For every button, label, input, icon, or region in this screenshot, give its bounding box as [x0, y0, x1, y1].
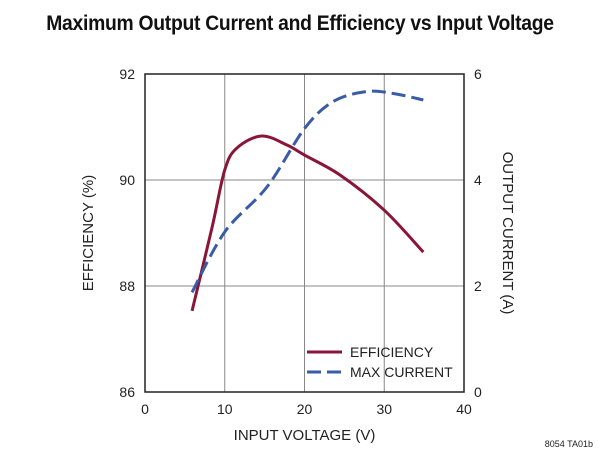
x-tick-label: 10	[217, 401, 233, 417]
y2-tick-label: 6	[474, 66, 482, 82]
legend-label: EFFICIENCY	[350, 344, 434, 360]
y2-tick-label: 2	[474, 278, 482, 294]
y2-axis-label: OUTPUT CURRENT (A)	[499, 152, 516, 315]
y-tick-label: 92	[119, 66, 135, 82]
series-line-efficiency	[190, 134, 425, 312]
x-axis-label: INPUT VOLTAGE (V)	[234, 427, 376, 444]
x-tick-label: 20	[297, 401, 313, 417]
x-tick-label: 30	[376, 401, 392, 417]
y-tick-label: 90	[119, 172, 135, 188]
y-tick-label: 86	[119, 384, 135, 400]
series-line-max-current	[190, 89, 424, 294]
y2-tick-label: 4	[474, 172, 482, 188]
chart-title: Maximum Output Current and Efficiency vs…	[46, 12, 554, 35]
x-tick-label: 40	[456, 401, 472, 417]
plot-frame	[144, 73, 465, 393]
footnote: 8054 TA01b	[545, 439, 593, 449]
y-axis-label: EFFICIENCY (%)	[80, 175, 97, 291]
y-tick-label: 88	[119, 278, 135, 294]
legend-label: MAX CURRENT	[350, 364, 453, 380]
y2-tick-label: 0	[474, 384, 482, 400]
x-tick-label: 0	[141, 401, 149, 417]
